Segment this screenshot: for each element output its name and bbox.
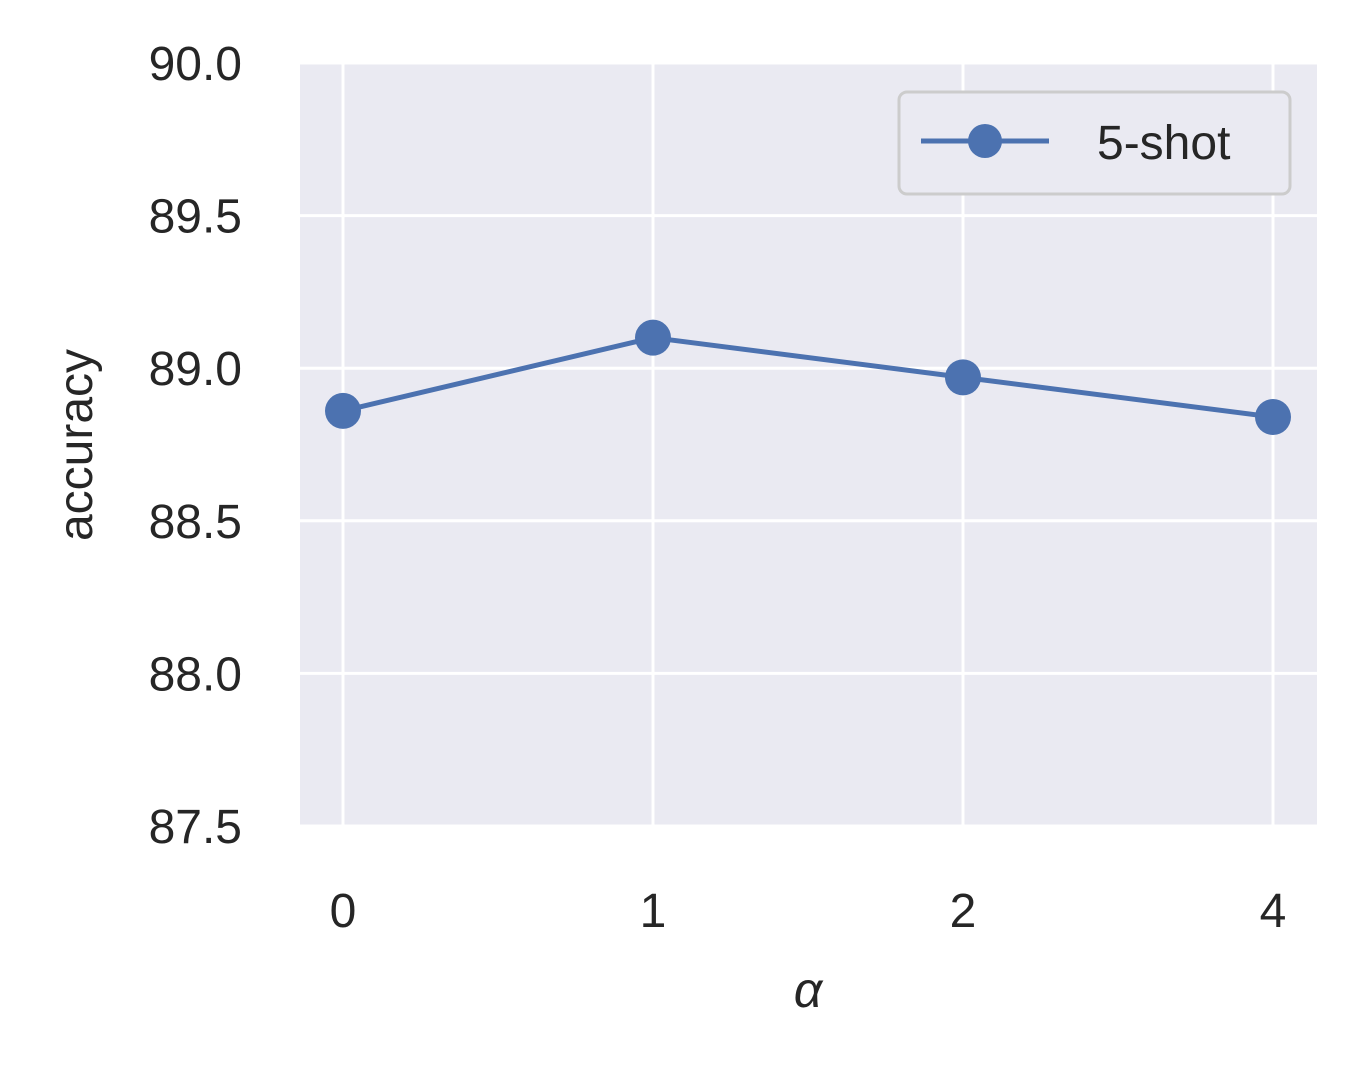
- y-gridlines: [300, 61, 1317, 828]
- data-point: [945, 359, 981, 396]
- x-tick-label: 4: [1260, 885, 1287, 938]
- legend-label: 5-shot: [1097, 117, 1230, 170]
- x-axis-label: α: [794, 962, 824, 1018]
- data-point: [635, 319, 671, 356]
- data-point: [1255, 399, 1291, 436]
- y-tick-label: 89.5: [149, 191, 242, 244]
- legend-marker-swatch: [968, 124, 1002, 158]
- data-point: [325, 392, 361, 429]
- y-tick-label: 87.5: [149, 801, 242, 854]
- series-layer: [325, 319, 1291, 436]
- legend-box: [897, 90, 1292, 196]
- y-axis-label: accuracy: [50, 349, 103, 541]
- x-tick-labels: 0 1 2 4: [330, 885, 1287, 938]
- y-tick-label: 88.5: [149, 496, 242, 549]
- x-tick-label: 2: [950, 885, 977, 938]
- y-tick-label: 89.0: [149, 343, 242, 396]
- series-line: [342, 335, 1274, 420]
- y-tick-label: 90.0: [149, 38, 242, 91]
- y-tick-labels: 87.5 88.0 88.5 89.0 89.5 90.0: [149, 38, 242, 854]
- y-tick-label: 88.0: [149, 648, 242, 701]
- x-tick-label: 1: [640, 885, 667, 938]
- legend: 5-shot: [897, 90, 1292, 196]
- x-tick-label: 0: [330, 885, 357, 938]
